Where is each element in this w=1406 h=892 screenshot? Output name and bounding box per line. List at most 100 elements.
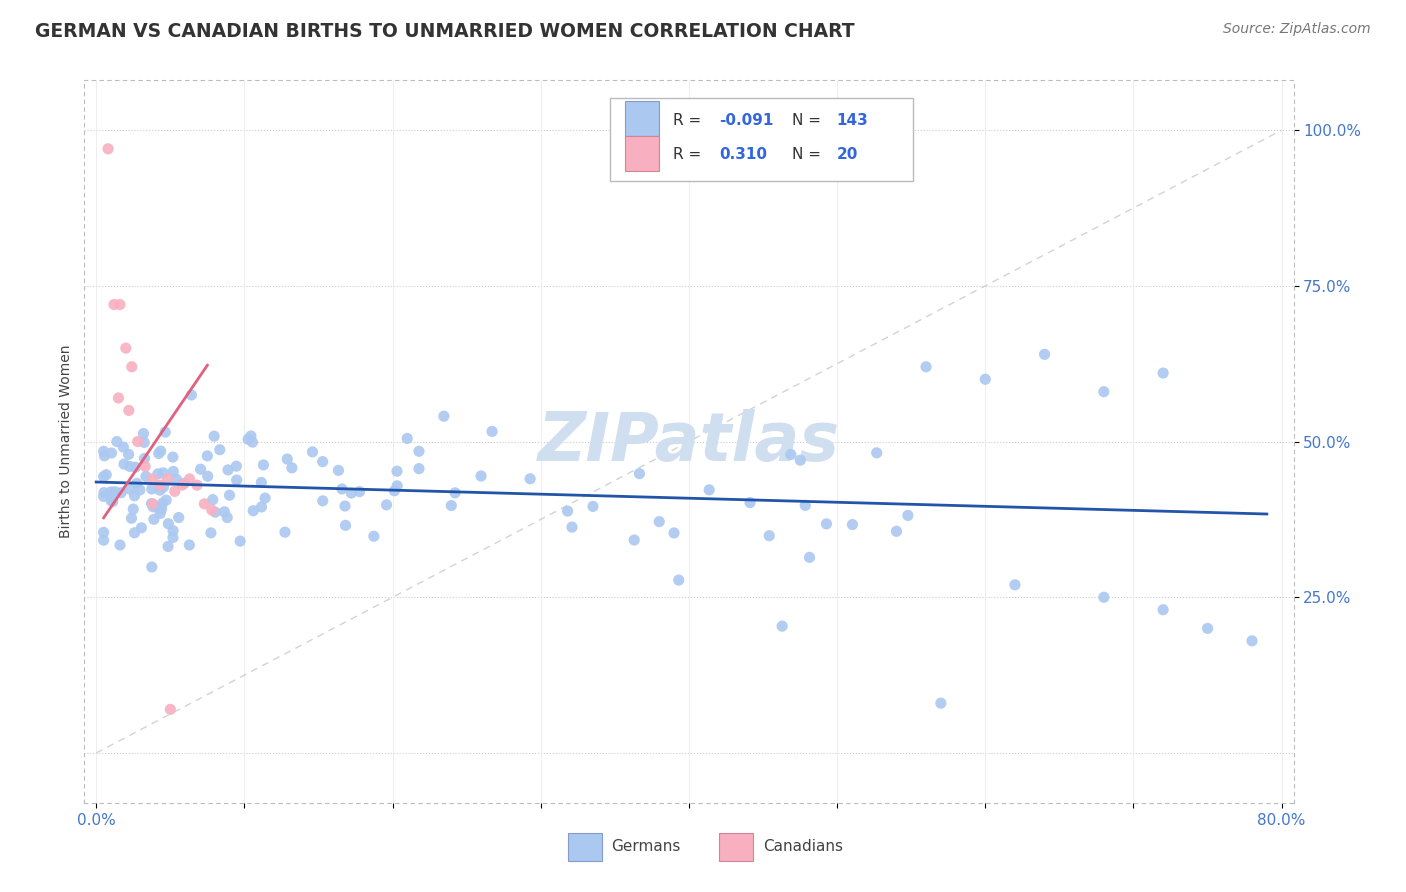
Point (121, 359, 143, 374)
Point (799, 550, 821, 565)
Point (145, 500, 167, 514)
Point (385, 464, 408, 478)
Point (628, 467, 651, 481)
Point (250, 500, 273, 514)
FancyBboxPatch shape (720, 833, 754, 861)
Point (481, 425, 503, 439)
Point (141, 472, 163, 486)
Point (142, 512, 165, 526)
Point (794, 499, 817, 513)
Text: N =: N = (792, 112, 825, 128)
Point (100, 493, 122, 508)
Point (886, 524, 908, 539)
Point (328, 463, 350, 477)
Text: N =: N = (792, 147, 825, 162)
Point (159, 702, 181, 716)
Point (897, 508, 920, 523)
Point (131, 521, 153, 535)
Point (301, 445, 323, 459)
Point (195, 449, 218, 463)
Point (148, 500, 170, 515)
Point (162, 531, 184, 545)
Point (128, 483, 150, 497)
Point (561, 520, 583, 534)
FancyBboxPatch shape (624, 136, 659, 170)
Point (107, 391, 129, 405)
Point (141, 560, 163, 574)
Text: ZIPatlas: ZIPatlas (538, 409, 839, 475)
Point (202, 429, 225, 443)
Point (105, 434, 128, 449)
Point (218, 488, 240, 502)
Point (330, 482, 353, 496)
Text: 143: 143 (837, 112, 869, 128)
Point (190, 462, 212, 476)
Point (242, 435, 264, 450)
Point (162, 465, 184, 479)
Point (149, 478, 172, 492)
Point (208, 442, 231, 457)
Point (281, 460, 304, 475)
Text: Source: ZipAtlas.com: Source: ZipAtlas.com (1223, 22, 1371, 37)
Point (349, 484, 371, 499)
Point (150, 501, 173, 516)
Point (217, 510, 239, 524)
Text: GERMAN VS CANADIAN BIRTHS TO UNMARRIED WOMEN CORRELATION CHART: GERMAN VS CANADIAN BIRTHS TO UNMARRIED W… (35, 22, 855, 41)
Point (252, 458, 274, 472)
Text: 0.310: 0.310 (720, 147, 768, 162)
Point (197, 469, 219, 483)
Point (1197, 621, 1219, 635)
Point (974, 372, 997, 386)
Point (470, 469, 492, 483)
Point (162, 450, 184, 464)
Point (152, 480, 174, 494)
Point (229, 534, 252, 549)
Point (340, 486, 363, 500)
Point (118, 403, 141, 417)
Point (157, 516, 180, 531)
Point (148, 446, 170, 460)
Point (108, 538, 131, 552)
Point (152, 496, 174, 510)
Y-axis label: Births to Unmarried Women: Births to Unmarried Women (59, 345, 73, 538)
Point (375, 498, 398, 512)
Point (124, 489, 146, 503)
Point (101, 494, 124, 508)
Point (1152, 366, 1174, 380)
Point (312, 494, 335, 508)
Point (1092, 384, 1115, 399)
Point (815, 516, 838, 531)
Point (149, 483, 172, 498)
Point (180, 388, 202, 402)
Point (201, 503, 224, 517)
Point (167, 510, 190, 524)
Point (179, 472, 201, 486)
Point (134, 451, 156, 466)
Point (162, 524, 184, 538)
Point (124, 460, 146, 475)
Point (738, 495, 761, 509)
FancyBboxPatch shape (568, 833, 602, 861)
Point (385, 479, 408, 493)
Point (1004, 578, 1026, 592)
Point (239, 429, 262, 443)
Point (789, 453, 811, 467)
Point (623, 533, 645, 547)
Point (134, 459, 156, 474)
Point (93, 525, 115, 540)
Point (200, 525, 222, 540)
Point (242, 504, 264, 518)
Point (157, 540, 180, 554)
Point (335, 518, 357, 533)
Point (121, 511, 143, 525)
Text: R =: R = (673, 112, 706, 128)
Point (141, 482, 163, 496)
Point (134, 435, 156, 450)
Point (149, 444, 172, 458)
Point (132, 426, 155, 441)
Text: R =: R = (673, 147, 706, 162)
Point (163, 484, 186, 499)
Point (112, 440, 135, 454)
Point (363, 529, 385, 543)
Point (225, 473, 247, 487)
